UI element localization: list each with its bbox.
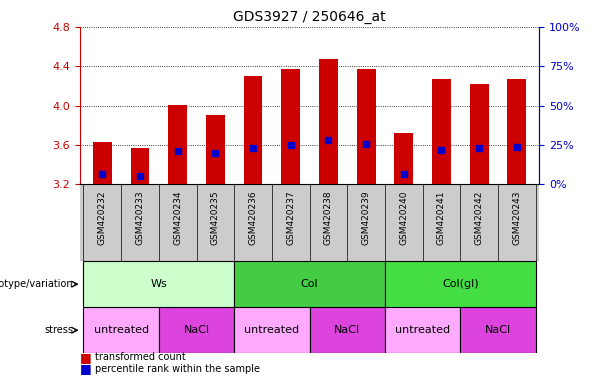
Bar	[432, 79, 451, 184]
Text: untreated: untreated	[395, 325, 450, 335]
Text: GSM420241: GSM420241	[437, 190, 446, 245]
Bar	[234, 261, 385, 307]
Text: transformed count: transformed count	[95, 352, 186, 362]
Bar	[234, 307, 310, 353]
Bar	[131, 148, 150, 184]
Bar	[93, 142, 112, 184]
Text: GSM420238: GSM420238	[324, 190, 333, 245]
Bar	[460, 307, 536, 353]
Bar	[319, 60, 338, 184]
Text: NaCl: NaCl	[334, 325, 360, 335]
Text: GSM420237: GSM420237	[286, 190, 295, 245]
Bar	[310, 307, 385, 353]
Text: GSM420235: GSM420235	[211, 190, 220, 245]
Bar	[206, 116, 225, 184]
Text: genotype/variation: genotype/variation	[0, 279, 74, 289]
Bar	[83, 261, 234, 307]
Text: untreated: untreated	[245, 325, 299, 335]
Text: GSM420242: GSM420242	[474, 190, 484, 245]
Text: Ws: Ws	[150, 279, 167, 289]
Bar	[159, 307, 234, 353]
Text: GSM420240: GSM420240	[399, 190, 408, 245]
Text: untreated: untreated	[94, 325, 149, 335]
Bar	[394, 133, 413, 184]
Title: GDS3927 / 250646_at: GDS3927 / 250646_at	[234, 10, 386, 25]
Text: stress: stress	[45, 325, 74, 335]
Text: NaCl: NaCl	[485, 325, 511, 335]
Text: ■: ■	[80, 362, 91, 375]
Text: GSM420232: GSM420232	[98, 190, 107, 245]
Text: GSM420233: GSM420233	[135, 190, 145, 245]
Bar	[281, 69, 300, 184]
Text: GSM420236: GSM420236	[248, 190, 257, 245]
Bar	[83, 307, 159, 353]
Bar	[357, 69, 376, 184]
Bar	[385, 307, 460, 353]
Text: GSM420234: GSM420234	[173, 190, 182, 245]
Text: Col: Col	[301, 279, 318, 289]
Text: Col(gl): Col(gl)	[442, 279, 479, 289]
Text: percentile rank within the sample: percentile rank within the sample	[95, 364, 260, 374]
Bar	[508, 79, 526, 184]
Bar	[470, 84, 489, 184]
Bar	[168, 104, 187, 184]
Text: GSM420243: GSM420243	[512, 190, 521, 245]
Bar	[243, 76, 262, 184]
Bar	[385, 261, 536, 307]
Text: ■: ■	[80, 351, 91, 364]
Text: NaCl: NaCl	[183, 325, 210, 335]
Text: GSM420239: GSM420239	[362, 190, 371, 245]
